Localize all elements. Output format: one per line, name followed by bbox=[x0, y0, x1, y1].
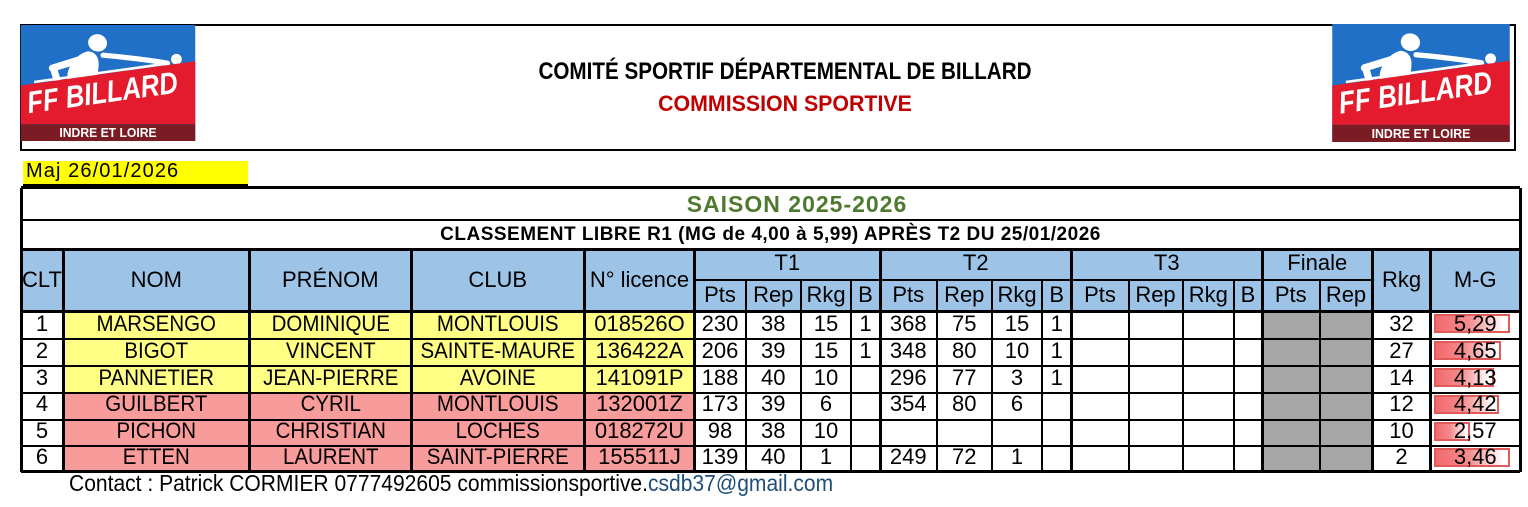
svg-text:INDRE ET LOIRE: INDRE ET LOIRE bbox=[1372, 125, 1471, 140]
svg-text:INDRE ET LOIRE: INDRE ET LOIRE bbox=[59, 125, 157, 140]
